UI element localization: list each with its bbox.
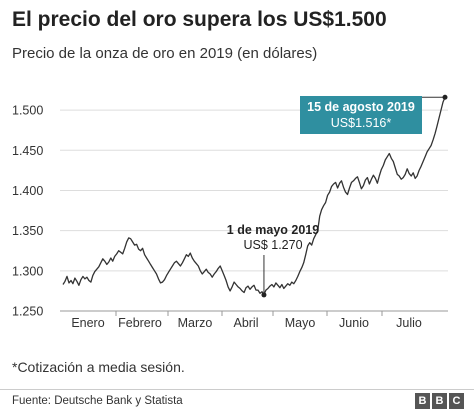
source-credit: Fuente: Deutsche Bank y Statista xyxy=(12,395,183,407)
chart-subtitle: Precio de la onza de oro en 2019 (en dól… xyxy=(12,45,318,62)
footnote: *Cotización a media sesión. xyxy=(12,359,185,375)
gold-price-series-line xyxy=(62,96,446,296)
may-annotation-title: 1 de mayo 2019 xyxy=(227,223,319,237)
gold-price-line-chart: 1.250 1.300 1.350 1.400 1.450 1.500 Enero Febr… xyxy=(12,94,448,330)
x-tick-label: Junio xyxy=(339,316,369,330)
footer-divider xyxy=(0,389,474,390)
x-tick-label: Enero xyxy=(71,316,104,330)
bbc-logo-letter: B xyxy=(432,393,447,409)
may-annotation-value: US$ 1.270 xyxy=(243,238,302,252)
y-tick-label: 1.500 xyxy=(12,104,43,118)
august-callout-box xyxy=(300,96,422,134)
y-tick-label: 1.250 xyxy=(12,305,43,319)
y-tick-label: 1.400 xyxy=(12,184,43,198)
august-callout-title: 15 de agosto 2019 xyxy=(307,100,415,114)
august-annotation-dot xyxy=(442,94,448,100)
x-tick-label: Julio xyxy=(396,316,422,330)
x-tick-label: Marzo xyxy=(178,316,213,330)
bbc-logo-letter: C xyxy=(449,393,464,409)
bbc-logo-letter: B xyxy=(415,393,430,409)
y-tick-label: 1.450 xyxy=(12,144,43,158)
grid-lines xyxy=(60,109,448,312)
bbc-logo: B B C xyxy=(415,393,464,409)
may-annotation-dot xyxy=(261,292,267,298)
x-axis-ticks: Enero Febrero Marzo Abril Mayo Junio Julio xyxy=(71,311,422,330)
august-callout-value: US$1.516* xyxy=(331,116,392,130)
y-axis-ticks: 1.250 1.300 1.350 1.400 1.450 1.500 xyxy=(12,104,43,319)
x-tick-label: Abril xyxy=(233,316,258,330)
y-tick-label: 1.350 xyxy=(12,224,43,238)
chart-title: El precio del oro supera los US$1.500 xyxy=(12,8,387,31)
x-tick-label: Mayo xyxy=(285,316,316,330)
y-tick-label: 1.300 xyxy=(12,264,43,278)
x-tick-label: Febrero xyxy=(118,316,162,330)
